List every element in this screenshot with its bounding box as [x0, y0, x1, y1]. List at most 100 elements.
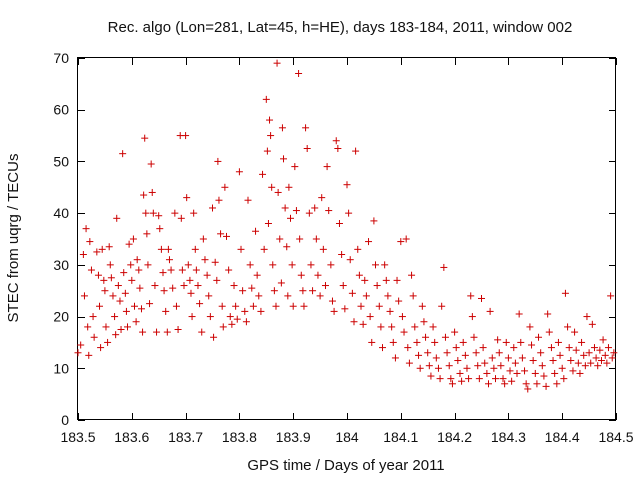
data-point	[328, 297, 336, 305]
data-point	[311, 204, 319, 212]
data-point	[77, 341, 85, 349]
data-point	[348, 289, 356, 297]
data-point	[255, 292, 263, 300]
plot-area	[77, 57, 616, 420]
data-point	[252, 227, 260, 235]
data-point	[277, 279, 285, 287]
data-point	[556, 351, 564, 359]
data-point	[291, 163, 299, 171]
data-point	[427, 372, 435, 380]
data-point	[479, 344, 487, 352]
data-point	[578, 338, 586, 346]
data-point	[547, 344, 555, 352]
data-point	[174, 326, 182, 333]
data-point	[153, 328, 161, 336]
data-point	[517, 338, 525, 346]
x-tick-label: 184.1	[383, 429, 418, 445]
data-point	[113, 214, 121, 222]
data-point	[192, 266, 200, 274]
data-point	[379, 344, 387, 352]
data-point	[506, 367, 514, 375]
data-point	[312, 235, 320, 243]
data-point	[461, 351, 469, 359]
data-point	[504, 354, 512, 362]
data-point	[574, 359, 582, 367]
data-point	[106, 261, 114, 269]
data-point	[445, 362, 453, 370]
data-point	[420, 318, 428, 326]
data-point	[350, 318, 358, 326]
data-point	[246, 261, 254, 269]
data-point	[484, 380, 492, 388]
data-point	[494, 336, 502, 344]
x-tick-label: 183.8	[222, 429, 257, 445]
data-point	[345, 209, 353, 217]
x-tick-label: 183.7	[168, 429, 203, 445]
data-point	[132, 318, 140, 326]
data-point	[269, 261, 277, 269]
data-point	[239, 287, 247, 295]
data-point	[104, 338, 112, 346]
data-point	[244, 196, 252, 204]
data-point	[544, 310, 552, 318]
data-point	[330, 307, 338, 315]
data-point	[524, 385, 532, 393]
data-point	[84, 323, 92, 331]
data-point	[501, 380, 509, 388]
data-point	[87, 266, 95, 274]
data-point	[608, 354, 616, 362]
data-point	[281, 204, 289, 212]
data-point	[386, 307, 394, 315]
data-point	[214, 157, 222, 165]
data-point	[452, 344, 460, 352]
data-point	[372, 261, 380, 269]
data-point	[79, 251, 87, 259]
data-point	[97, 344, 105, 352]
data-point	[155, 212, 163, 220]
y-axis: 0 10 20 30 40 50 60 70	[53, 50, 616, 428]
data-point	[424, 349, 432, 357]
data-point	[194, 282, 202, 290]
data-point	[198, 328, 206, 336]
data-point	[571, 328, 579, 336]
data-point	[486, 307, 494, 315]
data-point	[169, 284, 177, 292]
data-point	[283, 243, 291, 251]
data-point	[448, 380, 456, 388]
data-point	[398, 313, 406, 321]
data-point	[160, 287, 168, 295]
data-point	[397, 238, 405, 246]
data-point	[177, 214, 185, 222]
data-point	[117, 326, 125, 333]
data-point	[122, 307, 130, 315]
data-point	[288, 261, 296, 269]
data-point	[497, 362, 505, 370]
data-point	[346, 256, 354, 264]
data-point	[297, 271, 305, 279]
data-point	[228, 320, 236, 328]
data-point	[85, 351, 93, 359]
data-point	[125, 240, 133, 248]
data-point	[237, 245, 245, 253]
y-axis-label: STEC from uqrg / TECUs	[5, 154, 22, 323]
data-point	[468, 313, 476, 321]
data-point	[206, 313, 214, 321]
data-point	[128, 276, 136, 284]
y-tick-label: 50	[53, 153, 69, 169]
data-points	[74, 59, 618, 393]
data-point	[553, 380, 561, 388]
data-point	[101, 287, 109, 295]
data-point	[100, 276, 108, 284]
x-tick-label: 184.4	[545, 429, 580, 445]
data-point	[165, 256, 173, 264]
data-point	[422, 333, 430, 341]
data-point	[130, 302, 138, 310]
data-point	[416, 364, 424, 372]
data-point	[381, 261, 389, 269]
data-point	[491, 375, 499, 383]
data-point	[226, 313, 234, 321]
data-point	[191, 245, 199, 253]
data-point	[257, 307, 265, 315]
data-point	[531, 369, 539, 377]
data-point	[354, 245, 362, 253]
